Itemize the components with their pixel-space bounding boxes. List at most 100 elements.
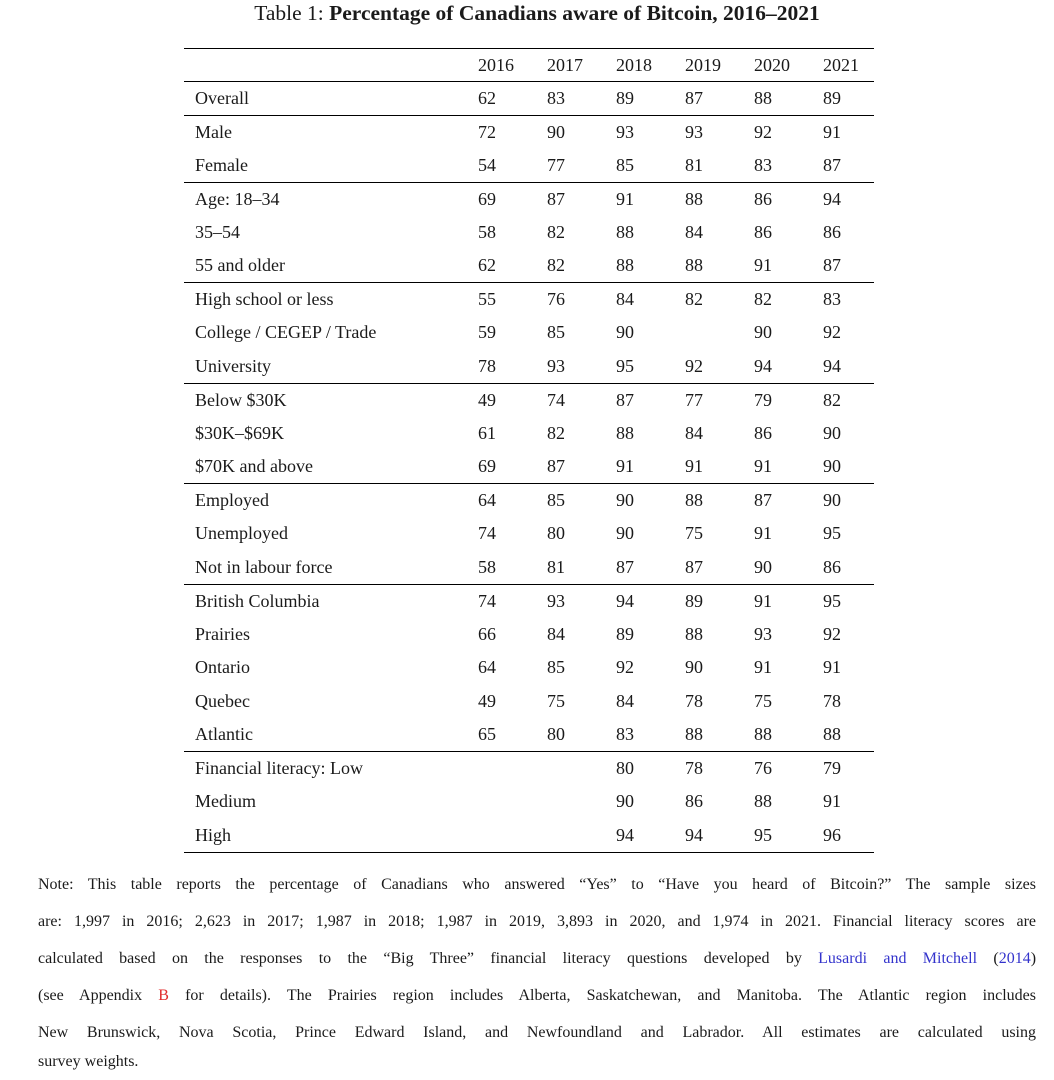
table-row: 35–54 58 82 88 84 86 86 [184, 216, 874, 250]
row-label: Medium [195, 791, 256, 812]
table-row: Male 72 90 93 93 92 91 [184, 115, 874, 149]
value-cell: 86 [823, 556, 841, 577]
value-cell: 66 [478, 623, 496, 644]
table-row: Age: 18–34 69 87 91 88 86 94 [184, 182, 874, 216]
table-row: $30K–$69K 61 82 88 84 86 90 [184, 417, 874, 451]
row-label: Financial literacy: Low [195, 758, 363, 778]
value-cell: 86 [754, 188, 772, 209]
note-text: New Brunswick, Nova Scotia, Prince Edwar… [38, 1024, 1036, 1041]
value-cell [685, 316, 754, 350]
row-label: High school or less [195, 289, 334, 309]
value-cell: 88 [754, 87, 772, 108]
row-label: Employed [195, 490, 269, 510]
value-cell: 84 [685, 221, 703, 242]
value-cell: 90 [547, 121, 565, 142]
value-cell [547, 819, 616, 853]
value-cell: 93 [616, 121, 634, 142]
value-cell [478, 785, 547, 819]
note-text: Note: This table reports the percentage … [38, 876, 1036, 893]
year-header: 2018 [616, 54, 652, 75]
value-cell: 88 [823, 724, 841, 744]
value-cell: 75 [754, 690, 772, 711]
row-label: British Columbia [195, 590, 320, 611]
value-cell: 78 [685, 758, 703, 778]
value-cell: 88 [754, 791, 772, 812]
note-text: calculated based on the responses to the… [38, 950, 819, 967]
row-label: 55 and older [195, 255, 285, 275]
year-header: 2020 [754, 54, 790, 75]
value-cell: 49 [478, 690, 496, 711]
value-cell: 96 [823, 824, 841, 845]
row-label: 35–54 [195, 221, 240, 242]
value-cell: 91 [616, 188, 634, 209]
value-cell: 92 [823, 623, 841, 644]
note-text: are: 1,997 in 2016; 2,623 in 2017; 1,987… [38, 913, 1036, 930]
value-cell: 91 [754, 523, 772, 544]
value-cell: 95 [823, 590, 841, 611]
value-cell: 92 [823, 322, 841, 343]
value-cell: 82 [754, 289, 772, 309]
table-row: Unemployed 74 80 90 75 91 95 [184, 517, 874, 551]
value-cell: 83 [547, 87, 565, 108]
value-cell: 94 [823, 188, 841, 209]
value-cell: 86 [685, 791, 703, 812]
note-text: survey weights. [38, 1053, 139, 1070]
value-cell [478, 819, 547, 853]
year-header: 2016 [478, 54, 514, 75]
value-cell: 69 [478, 456, 496, 476]
value-cell: 77 [547, 154, 565, 175]
value-cell: 85 [547, 657, 565, 678]
value-cell: 89 [616, 623, 634, 644]
value-cell: 91 [823, 121, 841, 142]
table-row: Medium 90 86 88 91 [184, 785, 874, 819]
value-cell: 95 [616, 355, 634, 376]
value-cell: 91 [685, 456, 703, 476]
value-cell: 85 [547, 322, 565, 343]
value-cell: 91 [616, 456, 634, 476]
value-cell: 80 [616, 758, 634, 778]
table-row: $70K and above 69 87 91 91 91 90 [184, 450, 874, 484]
value-cell: 91 [754, 456, 772, 476]
value-cell: 92 [754, 121, 772, 142]
note-line: New Brunswick, Nova Scotia, Prince Edwar… [38, 1014, 1036, 1051]
value-cell: 84 [547, 623, 565, 644]
value-cell: 83 [616, 724, 634, 744]
table-row: College / CEGEP / Trade 59 85 90 90 92 [184, 316, 874, 350]
table-row: Ontario 64 85 92 90 91 91 [184, 651, 874, 685]
table-row: Prairies 66 84 89 88 93 92 [184, 618, 874, 652]
value-cell: 81 [547, 556, 565, 577]
table-row: Female 54 77 85 81 83 87 [184, 149, 874, 183]
value-cell: 94 [754, 355, 772, 376]
value-cell: 88 [616, 255, 634, 275]
value-cell: 89 [685, 590, 703, 611]
value-cell: 74 [478, 590, 496, 611]
value-cell: 88 [616, 221, 634, 242]
value-cell: 90 [616, 523, 634, 544]
value-cell: 88 [616, 422, 634, 443]
appendix-ref-link[interactable]: B [158, 987, 169, 1004]
value-cell: 65 [478, 724, 496, 744]
table-row: University 78 93 95 92 94 94 [184, 350, 874, 384]
value-cell: 87 [547, 188, 565, 209]
row-label: High [195, 824, 231, 845]
value-cell: 94 [616, 824, 634, 845]
row-label: College / CEGEP / Trade [195, 322, 377, 343]
value-cell: 54 [478, 154, 496, 175]
citation-link[interactable]: Lusardi and Mitchell [818, 950, 978, 967]
value-cell: 90 [823, 422, 841, 443]
value-cell: 74 [478, 523, 496, 544]
value-cell: 86 [754, 221, 772, 242]
value-cell: 90 [616, 791, 634, 812]
value-cell: 75 [547, 690, 565, 711]
table-row: Not in labour force 58 81 87 87 90 86 [184, 551, 874, 585]
row-label: Age: 18–34 [195, 188, 280, 209]
value-cell: 78 [685, 690, 703, 711]
row-label: Quebec [195, 690, 250, 711]
table-row: Quebec 49 75 84 78 75 78 [184, 685, 874, 719]
table-row: High school or less 55 76 84 82 82 83 [184, 282, 874, 317]
value-cell: 76 [547, 289, 565, 309]
value-cell: 69 [478, 188, 496, 209]
citation-link[interactable]: 2014 [998, 950, 1031, 967]
value-cell: 78 [823, 690, 841, 711]
value-cell: 89 [823, 87, 841, 108]
